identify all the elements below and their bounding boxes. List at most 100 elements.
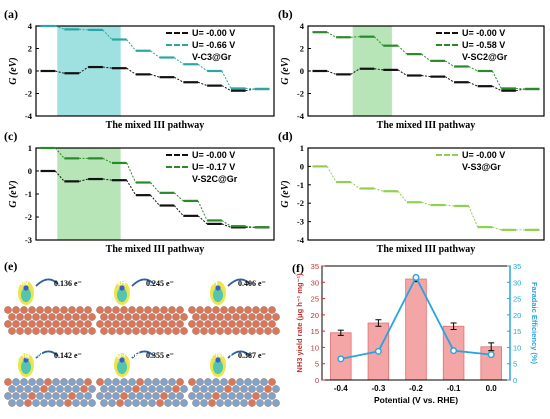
- y-tick-label: -2: [297, 198, 304, 208]
- y-tick-label: -3: [25, 235, 32, 245]
- series-1: [40, 146, 270, 229]
- lattice-atom: [24, 385, 32, 393]
- lattice-atom: [164, 313, 172, 321]
- lattice-atom: [208, 313, 216, 321]
- isosurface-cyan: [213, 288, 223, 302]
- charge-transfer-arrow: [35, 350, 59, 359]
- catalyst-label: V-SC2@Gr: [462, 52, 508, 62]
- lattice-atom: [236, 378, 244, 386]
- connector: [221, 220, 232, 227]
- connector: [492, 85, 502, 92]
- lattice-atom: [240, 385, 248, 393]
- lattice-atom: [220, 378, 228, 386]
- charge-transfer-arrow: [227, 350, 251, 359]
- connector: [421, 53, 431, 62]
- lattice-atom: [180, 399, 188, 407]
- lattice-atom: [260, 392, 268, 400]
- lattice-atom: [36, 392, 44, 400]
- connector: [444, 60, 455, 67]
- connector: [445, 204, 455, 207]
- connector: [78, 66, 89, 74]
- connector: [326, 166, 337, 183]
- series-0: [312, 165, 540, 231]
- lattice-atom: [128, 306, 136, 314]
- lattice-atom: [248, 313, 256, 321]
- lattice-atom: [80, 327, 88, 335]
- lattice-atom: [48, 327, 56, 335]
- lattice-atom: [272, 327, 280, 335]
- lattice-atom: [56, 399, 64, 407]
- legend-label: U= -0.00 V: [192, 28, 235, 38]
- connector: [397, 190, 408, 203]
- lattice-atom: [236, 306, 244, 314]
- lattice-atom: [244, 306, 252, 314]
- lattice-atom: [140, 327, 148, 335]
- lattice-atom: [60, 306, 68, 314]
- nitrogen-atom: [119, 357, 125, 363]
- lattice-atom: [36, 306, 44, 314]
- lattice-atom: [188, 392, 196, 400]
- lattice-atom: [160, 378, 168, 386]
- lattice-atom: [60, 320, 68, 328]
- lattice-atom: [176, 306, 184, 314]
- lattice-atom: [8, 399, 16, 407]
- y2-tick-label: 5: [513, 360, 517, 369]
- lattice-atom: [116, 399, 124, 407]
- lattice-atom: [200, 385, 208, 393]
- lattice-atom: [132, 313, 140, 321]
- lattice-atom: [148, 327, 156, 335]
- lattice-atom: [140, 399, 148, 407]
- lattice-atom: [224, 399, 232, 407]
- lattice-atom: [44, 392, 52, 400]
- lattice-atom: [32, 313, 40, 321]
- lattice-atom: [216, 399, 224, 407]
- lattice-atom: [96, 378, 104, 386]
- lattice-atom: [116, 327, 124, 335]
- lattice-atom: [188, 306, 196, 314]
- lattice-atom: [96, 306, 104, 314]
- lattice-atom: [228, 392, 236, 400]
- lattice-atom: [8, 327, 16, 335]
- lattice-atom: [208, 399, 216, 407]
- lattice-atom: [12, 378, 20, 386]
- lattice-atom: [264, 327, 272, 335]
- y-tick-label: 0: [315, 376, 319, 385]
- lattice-atom: [204, 306, 212, 314]
- energy-panel-b: -4 -2 0 2 4 G (eV) The mixed III pathway U= -0.…: [278, 7, 545, 131]
- lattice-atom: [28, 378, 36, 386]
- lattice-atom: [252, 306, 260, 314]
- y-tick-label: 10: [311, 343, 319, 352]
- y-tick-label: 30: [311, 278, 319, 287]
- lattice-atom: [20, 392, 28, 400]
- lattice-atom: [212, 320, 220, 328]
- lattice-atom: [240, 399, 248, 407]
- lattice-atom: [68, 306, 76, 314]
- structure-tile: Cu-NHH 0.406 e⁻: [188, 278, 280, 335]
- lattice-atom: [164, 399, 172, 407]
- lattice-atom: [48, 385, 56, 393]
- lattice-atom: [12, 392, 20, 400]
- lattice-atom: [176, 392, 184, 400]
- lattice-atom: [164, 385, 172, 393]
- plot-frame: [307, 147, 545, 241]
- lattice-atom: [256, 399, 264, 407]
- panel-letter: (b): [278, 7, 293, 21]
- y-tick-label: 25: [311, 295, 319, 304]
- lattice-atom: [124, 327, 132, 335]
- lattice-atom: [132, 327, 140, 335]
- lattice-atom: [208, 327, 216, 335]
- charge-value: 0.245 e⁻: [146, 279, 174, 288]
- lattice-atom: [124, 385, 132, 393]
- lattice-atom: [216, 327, 224, 335]
- connector: [197, 63, 208, 72]
- lattice-atom: [268, 320, 276, 328]
- lattice-atom: [256, 327, 264, 335]
- y2-tick-label: 35: [513, 262, 521, 271]
- connector: [350, 68, 360, 75]
- lattice-atom: [236, 320, 244, 328]
- y-tick-label: 2: [28, 44, 32, 54]
- lattice-atom: [176, 320, 184, 328]
- lattice-atom: [88, 385, 96, 393]
- y-tick-label: -1: [25, 189, 32, 199]
- legend-label: U= -0.00 V: [462, 28, 505, 38]
